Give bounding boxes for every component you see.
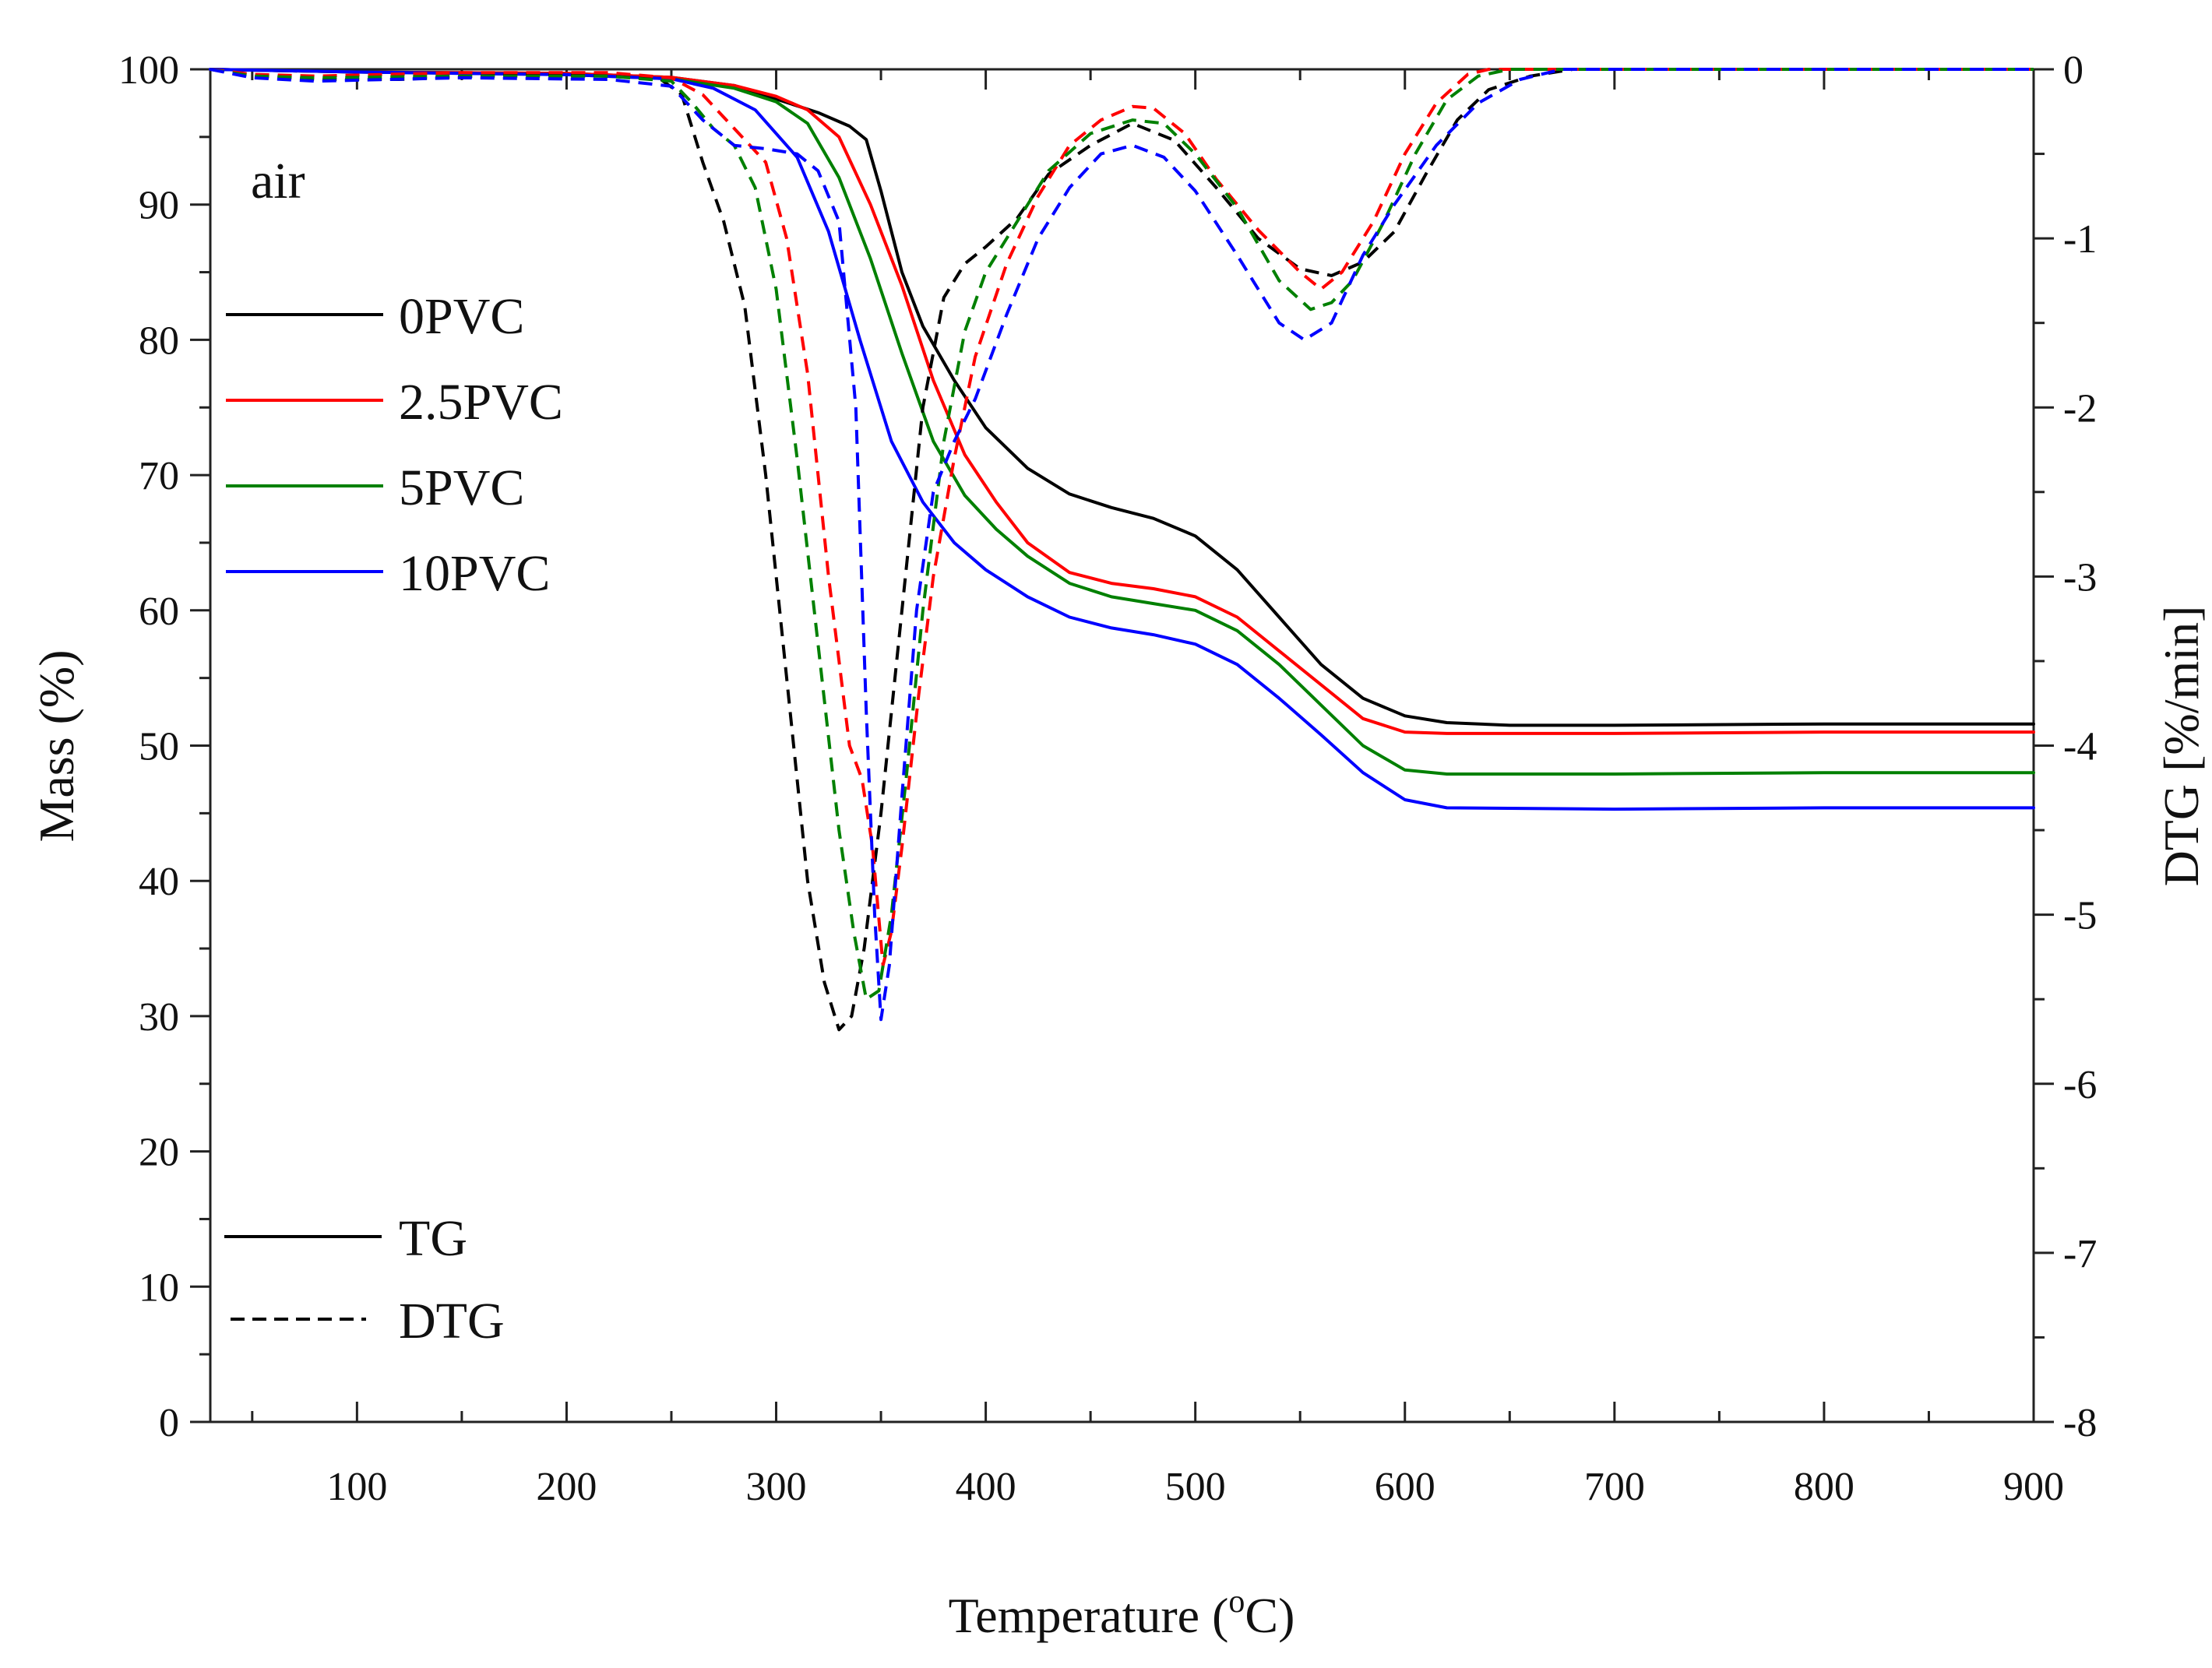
x-tick-label: 700 bbox=[1584, 1465, 1645, 1509]
y-axis-title: Mass (%) bbox=[29, 649, 84, 842]
x-tick-label: 400 bbox=[956, 1465, 1016, 1509]
plot-frame bbox=[209, 68, 2035, 1423]
y-tick-label: 80 bbox=[139, 318, 179, 363]
x-tick-label: 200 bbox=[536, 1465, 597, 1509]
y2-tick-label: -1 bbox=[2063, 217, 2097, 262]
atmosphere-annotation: air bbox=[251, 153, 305, 209]
legend-label-dtg: DTG bbox=[399, 1293, 505, 1350]
x-tick-label: 600 bbox=[1375, 1465, 1435, 1509]
y-tick-label: 50 bbox=[139, 725, 179, 769]
y2-tick-label: -6 bbox=[2063, 1063, 2097, 1107]
x-axis-title: Temperature (oC) bbox=[949, 1584, 1295, 1643]
y2-axis-title: DTG [%/min] bbox=[2154, 606, 2209, 887]
tg-line-0pvc bbox=[209, 68, 2035, 727]
legend-label-0pvc: 0PVC bbox=[399, 288, 524, 345]
y-tick-labels: 0 10 20 30 40 50 60 70 80 90 100 bbox=[118, 48, 179, 1445]
x-tick-label: 500 bbox=[1165, 1465, 1226, 1509]
dtg-line-2-5pvc bbox=[210, 68, 2034, 967]
y-tick-label: 90 bbox=[139, 184, 179, 228]
x-tick-label: 800 bbox=[1794, 1465, 1854, 1509]
legend-label-5pvc: 5PVC bbox=[399, 459, 524, 516]
y-tick-label: 100 bbox=[118, 48, 179, 93]
x-tick-label: 300 bbox=[746, 1465, 807, 1509]
style-legend: TG DTG bbox=[224, 1210, 505, 1350]
tg-line-10pvc bbox=[209, 68, 2035, 811]
series-layer bbox=[209, 68, 2035, 1032]
y2-tick-label: -8 bbox=[2063, 1401, 2097, 1445]
y-tick-label: 60 bbox=[139, 589, 179, 634]
y2-tick-label: -3 bbox=[2063, 555, 2097, 600]
y-tick-label: 40 bbox=[139, 860, 179, 904]
y2-tick-label: -7 bbox=[2063, 1232, 2097, 1276]
y-tick-label: 0 bbox=[159, 1401, 179, 1445]
series-legend: 0PVC 2.5PVC 5PVC 10PVC bbox=[226, 288, 563, 602]
x-tick-label: 100 bbox=[326, 1465, 387, 1509]
tg-line-2-5pvc bbox=[209, 68, 2035, 735]
y2-tick-label: -4 bbox=[2063, 725, 2097, 769]
dtg-line-0pvc bbox=[210, 68, 2034, 1032]
x-tick-labels: 100 200 300 400 500 600 700 800 900 bbox=[326, 1465, 2064, 1509]
legend-label-2-5pvc: 2.5PVC bbox=[399, 374, 563, 431]
legend-label-10pvc: 10PVC bbox=[399, 545, 550, 602]
tg-line-5pvc bbox=[209, 68, 2035, 776]
legend-label-tg: TG bbox=[399, 1210, 467, 1267]
axis-ticks bbox=[190, 68, 2054, 1423]
y-tick-label: 10 bbox=[139, 1265, 179, 1310]
y2-tick-label: -5 bbox=[2063, 894, 2097, 938]
y-tick-label: 30 bbox=[139, 995, 179, 1040]
y-tick-label: 20 bbox=[139, 1131, 179, 1175]
y-tick-label: 70 bbox=[139, 454, 179, 498]
dtg-line-5pvc bbox=[210, 68, 2034, 1001]
y2-tick-labels: 0 -1 -2 -3 -4 -5 -6 -7 -8 bbox=[2063, 48, 2097, 1445]
dtg-line-10pvc bbox=[210, 68, 2034, 1022]
x-tick-label: 900 bbox=[2003, 1465, 2064, 1509]
y2-tick-label: 0 bbox=[2063, 48, 2083, 93]
y2-tick-label: -2 bbox=[2063, 386, 2097, 431]
